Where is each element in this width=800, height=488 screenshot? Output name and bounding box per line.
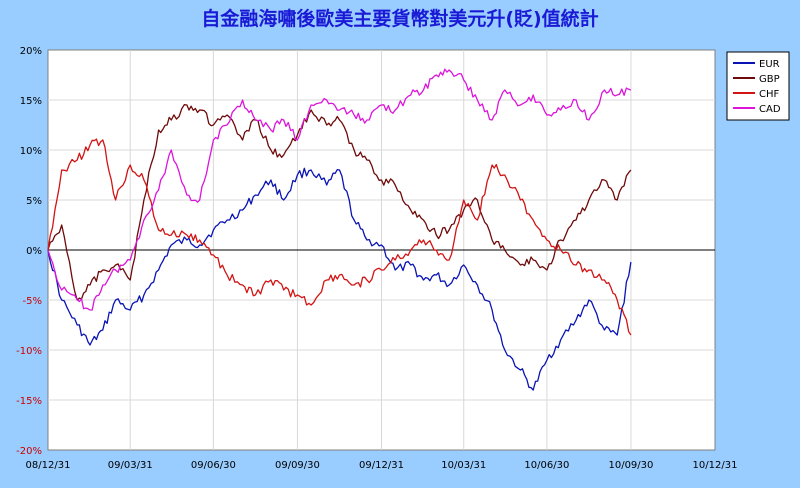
series-line-gbp [47,104,632,301]
x-tick-label: 09/09/30 [275,460,320,471]
x-tick-label: 10/03/31 [441,460,486,471]
legend: EUR GBP CHF CAD [726,51,790,121]
chart-title: 自金融海嘯後歐美主要貨幣對美元升(貶)值統計 [201,7,598,30]
y-tick-label: -10% [16,346,42,357]
x-tick-label: 08/12/31 [26,460,71,471]
x-axis-ticks: 08/12/31 09/03/31 09/06/30 09/09/30 09/12/31… [26,460,738,471]
series-line-chf [47,138,632,336]
series-line-cad [47,68,632,311]
y-tick-label: 0% [26,246,42,257]
y-tick-label: -15% [16,396,42,407]
series-group [47,68,632,391]
y-tick-label: -5% [23,296,42,307]
legend-label-cad: CAD [759,104,781,115]
series-line-eur [47,167,632,391]
y-axis-ticks: 20% 15% 10% 5% 0% -5% -10% -15% -20% [16,46,42,457]
x-tick-label: 10/06/30 [524,460,569,471]
x-tick-label: 10/12/31 [693,460,738,471]
x-tick-label: 09/03/31 [108,460,153,471]
y-tick-label: -20% [16,446,42,457]
y-tick-label: 10% [20,146,42,157]
y-tick-label: 15% [20,96,42,107]
legend-label-chf: CHF [759,89,780,100]
x-tick-label: 09/12/31 [359,460,404,471]
y-tick-label: 5% [26,196,42,207]
legend-label-eur: EUR [759,59,780,70]
legend-label-gbp: GBP [759,74,780,85]
y-tick-label: 20% [20,46,42,57]
x-tick-label: 09/06/30 [191,460,236,471]
x-tick-label: 10/09/30 [608,460,653,471]
